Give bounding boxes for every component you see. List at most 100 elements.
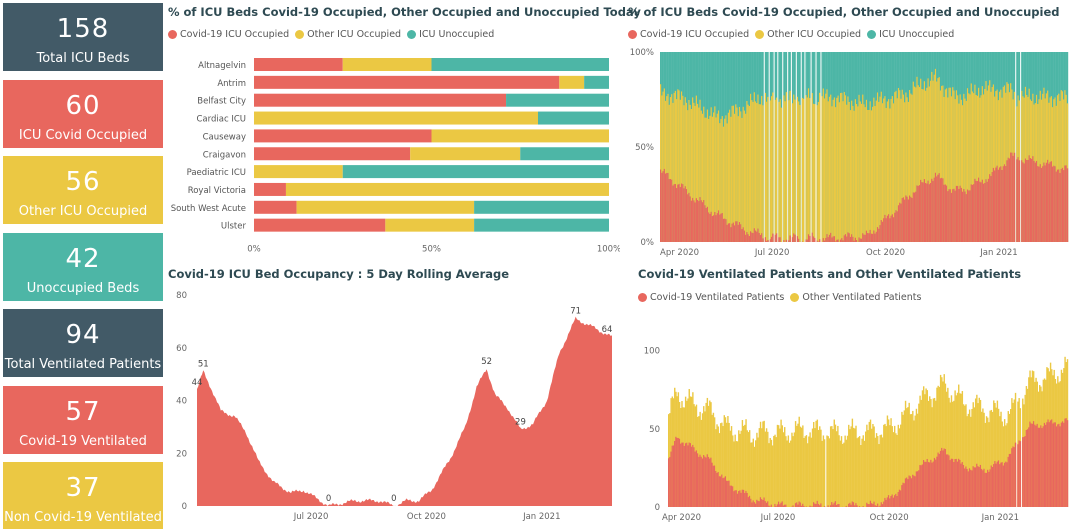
legend-item-covid-ventilated[interactable]: Covid-19 Ventilated Patients: [638, 292, 784, 303]
bar-other: [811, 93, 814, 242]
bar-other: [955, 90, 958, 242]
kpi-total-icu-beds: 158 Total ICU Beds: [3, 3, 163, 71]
bar-covid: [970, 184, 973, 242]
bar-other-ventilated: [972, 402, 974, 507]
bar-covid: [911, 198, 913, 242]
bar-covid: [1053, 165, 1055, 242]
bar-covid: [736, 221, 738, 242]
bar-covid-ventilated: [924, 461, 926, 507]
category-label: South West Acute: [171, 204, 246, 214]
bar-covid: [671, 179, 673, 242]
bar-other-ventilated: [770, 439, 773, 507]
bar-covid: [737, 224, 740, 242]
bar-segment: [254, 200, 297, 214]
bar-covid: [863, 234, 865, 242]
y-tick-label: 20: [176, 449, 187, 459]
bar-other: [663, 88, 666, 242]
bar-other: [749, 93, 752, 242]
bar-covid: [758, 232, 761, 242]
bar-covid-ventilated: [908, 475, 910, 507]
bar-covid-ventilated: [710, 457, 712, 507]
bar-covid-ventilated: [814, 503, 816, 507]
bar-covid: [684, 186, 687, 242]
bar-covid: [990, 176, 992, 242]
bar-covid: [791, 237, 794, 242]
bar-other: [890, 98, 892, 242]
bar-other: [905, 92, 907, 243]
bar-other-ventilated: [938, 386, 941, 507]
bar-other-ventilated: [933, 397, 936, 507]
bar-other-ventilated: [937, 385, 939, 507]
bar-other: [775, 97, 778, 242]
bar-covid: [687, 194, 689, 242]
bar-other: [980, 95, 982, 242]
bar-covid-ventilated: [689, 443, 692, 507]
bar-other-ventilated: [844, 435, 846, 507]
bar-covid-ventilated: [944, 449, 947, 507]
bar-covid-ventilated: [919, 465, 921, 507]
legend-item-covid[interactable]: Covid-19 ICU Occupied: [168, 29, 289, 40]
bar-other-ventilated: [966, 416, 968, 507]
bar-covid-ventilated: [837, 504, 839, 507]
bar-covid-ventilated: [712, 465, 715, 507]
legend-item-other-ventilated[interactable]: Other Ventilated Patients: [790, 292, 921, 303]
bar-covid-ventilated: [907, 479, 909, 507]
bar-other: [757, 94, 759, 242]
bar-covid-ventilated: [1047, 419, 1049, 507]
bar-covid-ventilated: [938, 453, 941, 507]
bar-covid: [843, 235, 846, 242]
bar-covid: [880, 220, 883, 242]
bar-other-ventilated: [941, 377, 943, 507]
bar-other-ventilated: [730, 426, 733, 507]
bar-covid-ventilated: [994, 461, 996, 507]
bar-covid: [1027, 159, 1029, 242]
bar-covid: [688, 192, 690, 242]
legend-item-other[interactable]: Other ICU Occupied: [295, 29, 401, 40]
bar-other: [726, 123, 728, 242]
bar-other: [705, 117, 708, 242]
bar-covid-ventilated: [675, 436, 677, 507]
bar-other: [944, 89, 947, 242]
category-label: Royal Victoria: [188, 186, 246, 196]
bar-covid: [1058, 169, 1060, 242]
bar-other: [835, 107, 837, 242]
bar-covid: [1028, 155, 1030, 242]
bar-other: [1001, 97, 1003, 242]
bar-covid: [884, 214, 886, 242]
bar-other-ventilated: [791, 432, 793, 507]
bar-covid-ventilated: [886, 497, 889, 507]
bar-other: [727, 112, 730, 242]
bar-other-ventilated: [856, 438, 858, 507]
bar-other-ventilated: [886, 415, 889, 507]
bar-other: [785, 92, 788, 242]
bar-other: [970, 83, 973, 243]
legend-label: Covid-19 ICU Occupied: [180, 29, 290, 40]
kpi-label: Total Ventilated Patients: [4, 357, 162, 372]
bar-covid: [862, 233, 864, 242]
bar-other: [961, 105, 964, 242]
bar-other-ventilated: [710, 402, 712, 507]
bar-covid-ventilated: [1045, 424, 1047, 507]
bar-other: [779, 99, 781, 242]
category-label: Cardiac ICU: [197, 115, 247, 125]
legend-item-unoccupied[interactable]: ICU Unoccupied: [407, 29, 494, 40]
legend-item-unoccupied[interactable]: ICU Unoccupied: [867, 29, 954, 40]
legend-item-covid[interactable]: Covid-19 ICU Occupied: [628, 29, 749, 40]
bar-other: [692, 97, 694, 242]
bar-covid: [753, 228, 756, 242]
bar-covid-ventilated: [993, 464, 995, 507]
bar-other: [661, 95, 663, 242]
bar-other: [703, 106, 705, 242]
bar-covid: [858, 237, 860, 242]
bar-other-ventilated: [797, 423, 799, 507]
bar-segment: [431, 58, 609, 71]
bar-other-ventilated: [733, 441, 735, 507]
bar-other: [985, 81, 987, 242]
bar-covid: [1035, 160, 1038, 242]
bar-covid-ventilated: [669, 456, 671, 507]
bar-other-ventilated: [806, 443, 809, 507]
legend-item-other[interactable]: Other ICU Occupied: [755, 29, 861, 40]
bar-other: [855, 104, 858, 242]
bar-covid: [1017, 157, 1019, 242]
bar-other-ventilated: [893, 425, 896, 507]
